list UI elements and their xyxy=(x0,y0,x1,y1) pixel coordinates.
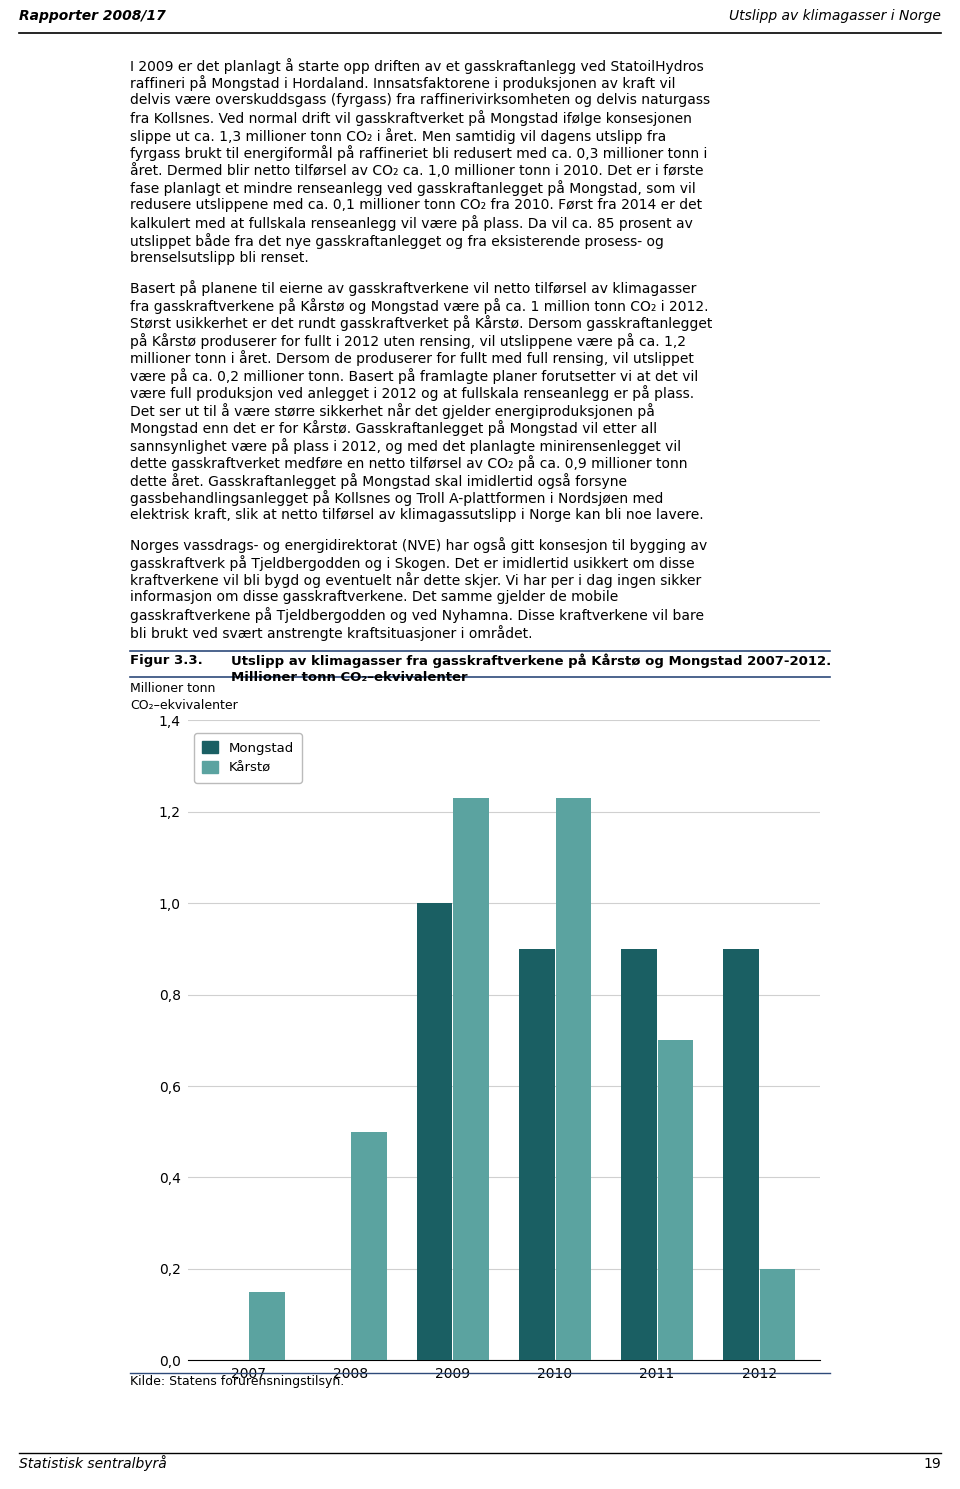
Text: informasjon om disse gasskraftverkene. Det samme gjelder de mobile: informasjon om disse gasskraftverkene. D… xyxy=(130,590,618,605)
Text: Det ser ut til å være større sikkerhet når det gjelder energiproduksjonen på: Det ser ut til å være større sikkerhet n… xyxy=(130,402,655,418)
Text: fyrgass brukt til energiformål på raffineriet bli redusert med ca. 0,3 millioner: fyrgass brukt til energiformål på raffin… xyxy=(130,146,708,161)
Text: Statistisk sentralbyrå: Statistisk sentralbyrå xyxy=(19,1455,167,1471)
Bar xyxy=(453,798,490,1361)
Text: Basert på planene til eierne av gasskraftverkene vil netto tilførsel av klimagas: Basert på planene til eierne av gasskraf… xyxy=(130,280,696,296)
Text: brenselsutslipp bli renset.: brenselsutslipp bli renset. xyxy=(130,250,309,265)
Text: kalkulert med at fullskala renseanlegg vil være på plass. Da vil ca. 85 prosent : kalkulert med at fullskala renseanlegg v… xyxy=(130,216,693,231)
Text: året. Dermed blir netto tilførsel av CO₂ ca. 1,0 millioner tonn i 2010. Det er i: året. Dermed blir netto tilførsel av CO₂… xyxy=(130,162,704,179)
Text: Størst usikkerhet er det rundt gasskraftverket på Kårstø. Dersom gasskraftanlegg: Størst usikkerhet er det rundt gasskraft… xyxy=(130,316,712,331)
Text: utslippet både fra det nye gasskraftanlegget og fra eksisterende prosess- og: utslippet både fra det nye gasskraftanle… xyxy=(130,232,664,249)
Text: på Kårstø produserer for fullt i 2012 uten rensing, vil utslippene være på ca. 1: på Kårstø produserer for fullt i 2012 ut… xyxy=(130,332,686,348)
Bar xyxy=(351,1132,387,1361)
Bar xyxy=(658,1041,693,1361)
Text: delvis være overskuddsgass (fyrgass) fra raffinerivirksomheten og delvis naturga: delvis være overskuddsgass (fyrgass) fra… xyxy=(130,92,710,107)
Text: I 2009 er det planlagt å starte opp driften av et gasskraftanlegg ved StatoilHyd: I 2009 er det planlagt å starte opp drif… xyxy=(130,58,704,74)
Text: Millioner tonn: Millioner tonn xyxy=(130,682,215,695)
Text: dette året. Gasskraftanlegget på Mongstad skal imidlertid også forsyne: dette året. Gasskraftanlegget på Mongsta… xyxy=(130,472,627,488)
Bar xyxy=(621,948,657,1361)
Text: gasskraftverkene på Tjeldbergodden og ved Nyhamna. Disse kraftverkene vil bare: gasskraftverkene på Tjeldbergodden og ve… xyxy=(130,608,704,624)
Text: sannsynlighet være på plass i 2012, og med det planlagte minirensenlegget vil: sannsynlighet være på plass i 2012, og m… xyxy=(130,438,682,454)
Text: elektrisk kraft, slik at netto tilførsel av klimagassutslipp i Norge kan bli noe: elektrisk kraft, slik at netto tilførsel… xyxy=(130,508,704,521)
Text: Rapporter 2008/17: Rapporter 2008/17 xyxy=(19,9,166,22)
Text: Millioner tonn CO₂–ekvivalenter: Millioner tonn CO₂–ekvivalenter xyxy=(230,672,468,685)
Text: være på ca. 0,2 millioner tonn. Basert på framlagte planer forutsetter vi at det: være på ca. 0,2 millioner tonn. Basert p… xyxy=(130,368,698,384)
Text: fra Kollsnes. Ved normal drift vil gasskraftverket på Mongstad ifølge konsesjone: fra Kollsnes. Ved normal drift vil gassk… xyxy=(130,110,692,127)
Text: Figur 3.3.: Figur 3.3. xyxy=(130,654,203,667)
Text: redusere utslippene med ca. 0,1 millioner tonn CO₂ fra 2010. Først fra 2014 er d: redusere utslippene med ca. 0,1 millione… xyxy=(130,198,702,211)
Text: være full produksjon ved anlegget i 2012 og at fullskala renseanlegg er på plass: være full produksjon ved anlegget i 2012… xyxy=(130,386,694,401)
Legend: Mongstad, Kårstø: Mongstad, Kårstø xyxy=(194,734,301,783)
Bar xyxy=(759,1269,796,1361)
Text: raffineri på Mongstad i Hordaland. Innsatsfaktorene i produksjonen av kraft vil: raffineri på Mongstad i Hordaland. Innsa… xyxy=(130,76,676,91)
Bar xyxy=(556,798,591,1361)
Text: Utslipp av klimagasser i Norge: Utslipp av klimagasser i Norge xyxy=(729,9,941,22)
Text: Norges vassdrags- og energidirektorat (NVE) har også gitt konsesjon til bygging : Norges vassdrags- og energidirektorat (N… xyxy=(130,538,708,554)
Text: fase planlagt et mindre renseanlegg ved gasskraftanlegget på Mongstad, som vil: fase planlagt et mindre renseanlegg ved … xyxy=(130,180,696,197)
Text: bli brukt ved svært anstrengte kraftsituasjoner i området.: bli brukt ved svært anstrengte kraftsitu… xyxy=(130,625,533,640)
Text: dette gasskraftverket medføre en netto tilførsel av CO₂ på ca. 0,9 millioner ton: dette gasskraftverket medføre en netto t… xyxy=(130,456,687,471)
Text: CO₂–ekvivalenter: CO₂–ekvivalenter xyxy=(130,700,238,712)
Text: 19: 19 xyxy=(924,1458,941,1471)
Text: kraftverkene vil bli bygd og eventuelt når dette skjer. Vi har per i dag ingen s: kraftverkene vil bli bygd og eventuelt n… xyxy=(130,572,701,588)
Text: slippe ut ca. 1,3 millioner tonn CO₂ i året. Men samtidig vil dagens utslipp fra: slippe ut ca. 1,3 millioner tonn CO₂ i å… xyxy=(130,128,666,144)
Bar xyxy=(250,1291,285,1361)
Text: Kilde: Statens forurensningstilsyn.: Kilde: Statens forurensningstilsyn. xyxy=(130,1376,345,1388)
Text: gassbehandlingsanlegget på Kollsnes og Troll A-plattformen i Nordsjøen med: gassbehandlingsanlegget på Kollsnes og T… xyxy=(130,490,663,506)
Text: Utslipp av klimagasser fra gasskraftverkene på Kårstø og Mongstad 2007-2012.: Utslipp av klimagasser fra gasskraftverk… xyxy=(230,654,831,669)
Bar xyxy=(723,948,758,1361)
Bar xyxy=(417,904,452,1361)
Text: gasskraftverk på Tjeldbergodden og i Skogen. Det er imidlertid usikkert om disse: gasskraftverk på Tjeldbergodden og i Sko… xyxy=(130,555,695,570)
Text: Mongstad enn det er for Kårstø. Gasskraftanlegget på Mongstad vil etter all: Mongstad enn det er for Kårstø. Gasskraf… xyxy=(130,420,658,436)
Text: millioner tonn i året. Dersom de produserer for fullt med full rensing, vil utsl: millioner tonn i året. Dersom de produse… xyxy=(130,350,694,366)
Bar xyxy=(518,948,555,1361)
Text: fra gasskraftverkene på Kårstø og Mongstad være på ca. 1 million tonn CO₂ i 2012: fra gasskraftverkene på Kårstø og Mongst… xyxy=(130,298,708,314)
